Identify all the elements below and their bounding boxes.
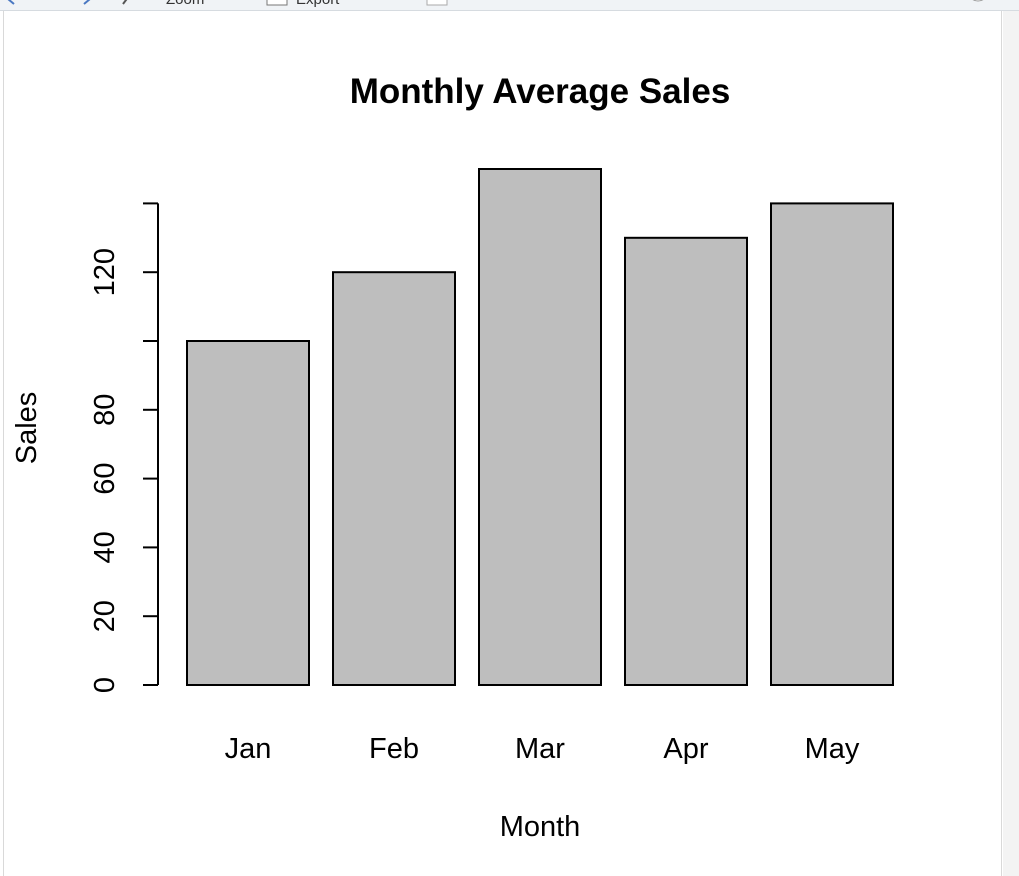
bar-jan: [186, 340, 310, 686]
y-tick-label: 60: [89, 462, 121, 494]
y-tick-label: 120: [89, 248, 121, 296]
x-tick-label-may: May: [805, 733, 860, 765]
info-icon[interactable]: [964, 0, 984, 6]
y-tick-label: 80: [89, 394, 121, 426]
bar-feb: [332, 271, 456, 686]
x-tick-label-mar: Mar: [515, 733, 565, 765]
export-icon: [266, 0, 288, 6]
forward-arrow-icon[interactable]: [80, 0, 94, 6]
bar-mar: [478, 168, 602, 686]
x-axis-title: Month: [500, 811, 581, 843]
export-button[interactable]: Export: [296, 0, 339, 8]
plot-toolbar: Zoom Export: [0, 0, 1019, 11]
chart-title: Monthly Average Sales: [350, 72, 731, 111]
magnifier-icon: [120, 0, 134, 6]
x-tick-label-feb: Feb: [369, 733, 419, 765]
y-axis-title: Sales: [11, 392, 43, 465]
y-axis-ticks: 0 20 40 60 80 120: [89, 202, 158, 693]
bar-may: [770, 202, 894, 686]
bar-apr: [624, 236, 748, 687]
x-tick-label-jan: Jan: [225, 733, 272, 765]
x-axis-tick-labels: Jan Feb Mar Apr May: [225, 733, 860, 765]
bars-group: [186, 168, 894, 687]
page-icon[interactable]: [426, 0, 448, 6]
y-tick-label: 40: [89, 531, 121, 563]
x-tick-label-apr: Apr: [663, 733, 708, 765]
y-tick-label: 20: [89, 600, 121, 632]
scrollbar[interactable]: [1003, 11, 1019, 876]
back-arrow-icon[interactable]: [4, 0, 18, 6]
y-tick-label: 0: [89, 677, 121, 693]
zoom-button[interactable]: Zoom: [166, 0, 204, 8]
